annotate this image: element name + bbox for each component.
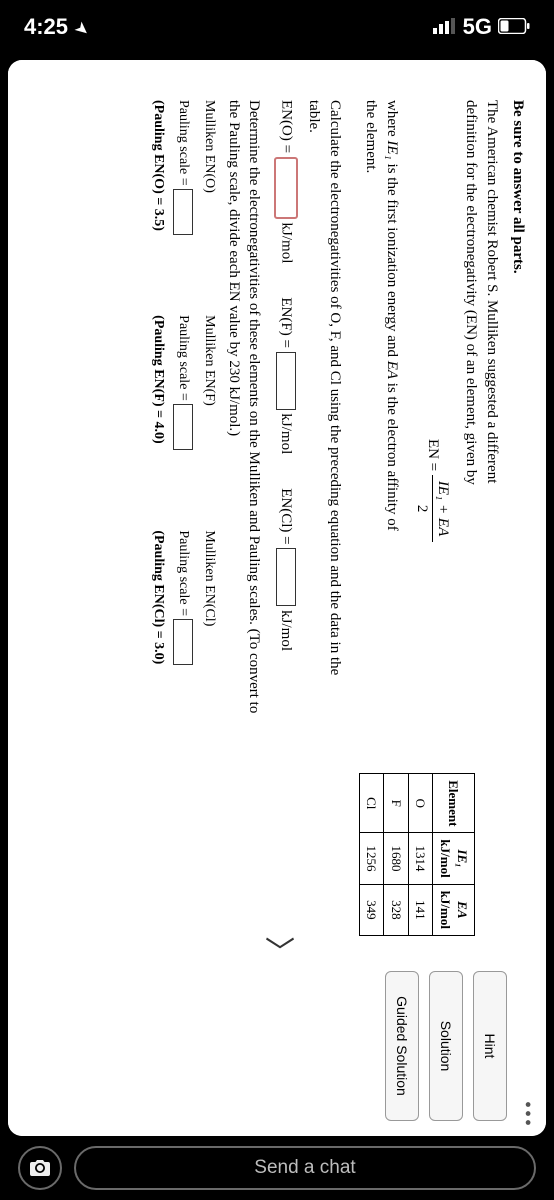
solution-button[interactable]: Solution [429,971,463,1121]
table-row: Cl 1256 349 [359,774,384,936]
data-table: Element IE₁ kJ/mol EA kJ/mol O [359,773,476,936]
en-o-group: EN(O) = kJ/mol [274,100,298,263]
th-element: Element [433,774,475,833]
fraction: IE₁ + EA 2 [412,475,454,542]
camera-icon [28,1156,52,1180]
status-right: 5G [433,14,530,40]
mulliken-cl-label: Mulliken EN(Cl) [199,530,218,665]
chat-placeholder: Send a chat [254,1157,355,1179]
pauling-o-input[interactable] [173,189,193,235]
en-cl-input[interactable] [276,548,296,606]
document-page: Be sure to answer all parts. The America… [8,60,546,1136]
question-body: Be sure to answer all parts. The America… [8,60,546,956]
more-icon[interactable]: ••• [515,1101,538,1128]
pauling-o-row: Pauling scale = [173,100,193,235]
mulliken-o-label: Mulliken EN(O) [199,100,218,235]
hint-button[interactable]: Hint [473,971,507,1121]
col-cl: Mulliken EN(Cl) Pauling scale = (Pauling… [148,530,218,665]
results-grid: Mulliken EN(O) Pauling scale = (Pauling … [148,100,218,936]
en-inputs-row: EN(O) = kJ/mol EN(F) = kJ/mol EN(Cl) = [274,100,298,936]
send-arrow-icon: ➤ [72,18,93,40]
phone-frame: 4:25 ➤ 5G Be sure to answer all parts. T… [0,0,554,1200]
calc-para: Calculate the electronegativities of O, … [304,100,345,936]
content-area[interactable]: Be sure to answer all parts. The America… [8,60,546,1136]
guided-solution-button[interactable]: Guided Solution [385,971,419,1121]
pauling-f-input[interactable] [173,404,193,450]
col-o: Mulliken EN(O) Pauling scale = (Pauling … [148,100,218,235]
side-panel: ••• Hint Solution Guided Solution [8,956,546,1136]
pauling-f-ref: (Pauling EN(F) = 4.0) [148,315,167,450]
th-ea: EA kJ/mol [433,884,475,935]
en-o-input[interactable] [274,157,298,219]
en-f-input[interactable] [276,352,296,410]
determine-para: Determine the electronegativities of the… [224,100,265,936]
status-time-group: 4:25 ➤ [24,14,89,40]
col-f: Mulliken EN(F) Pauling scale = (Pauling … [148,315,218,450]
pauling-cl-ref: (Pauling EN(Cl) = 3.0) [148,530,167,665]
camera-button[interactable] [18,1146,62,1190]
table-row: O 1314 141 [408,774,433,936]
table-header-row: Element IE₁ kJ/mol EA kJ/mol [433,774,475,936]
snap-bottom-bar: Send a chat [8,1142,546,1194]
pauling-cl-row: Pauling scale = [173,530,193,665]
next-chevron-icon[interactable]: 〉 [257,936,298,966]
pauling-f-row: Pauling scale = [173,315,193,450]
status-time: 4:25 [24,14,68,39]
en-cl-group: EN(Cl) = kJ/mol [276,488,297,651]
table-row: F 1680 328 [384,774,409,936]
en-f-group: EN(F) = kJ/mol [276,297,297,454]
status-bar: 4:25 ➤ 5G [0,0,554,54]
status-network: 5G [463,14,492,40]
mulliken-f-label: Mulliken EN(F) [199,315,218,450]
pauling-cl-input[interactable] [173,619,193,665]
th-ie: IE₁ kJ/mol [433,833,475,884]
send-chat-input[interactable]: Send a chat [74,1146,536,1190]
pauling-o-ref: (Pauling EN(O) = 3.5) [148,100,167,235]
signal-icon [433,14,457,40]
instruction-line: Be sure to answer all parts. [508,100,528,936]
battery-icon [498,14,530,40]
